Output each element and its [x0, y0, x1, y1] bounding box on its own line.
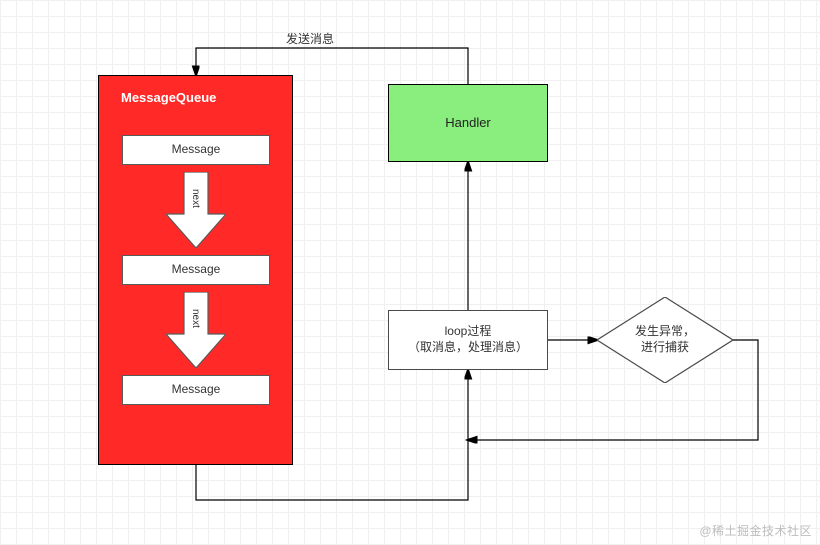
block-arrow-next-1-label: next — [190, 189, 201, 208]
handler-box: Handler — [388, 84, 548, 162]
watermark: @稀土掘金技术社区 — [699, 522, 812, 539]
diagram-canvas: MessageQueue Message Message Message nex… — [0, 0, 820, 545]
loop-process-box: loop过程 （取消息，处理消息） — [388, 310, 548, 370]
message-queue-title: MessageQueue — [121, 90, 216, 107]
message-label: Message — [172, 262, 221, 278]
block-arrow-next-2-label: next — [190, 309, 201, 328]
message-box-2: Message — [122, 255, 270, 285]
block-arrow-next-1 — [166, 172, 226, 248]
message-box-1: Message — [122, 135, 270, 165]
block-arrow-next-2 — [166, 292, 226, 368]
send-message-label: 发送消息 — [286, 30, 334, 47]
message-box-3: Message — [122, 375, 270, 405]
exception-text: 发生异常， 进行捕获 — [635, 324, 695, 355]
handler-label: Handler — [445, 115, 491, 132]
message-label: Message — [172, 142, 221, 158]
message-label: Message — [172, 382, 221, 398]
exception-diamond-label: 发生异常， 进行捕获 — [597, 297, 733, 383]
loop-process-label: loop过程 （取消息，处理消息） — [408, 324, 528, 355]
